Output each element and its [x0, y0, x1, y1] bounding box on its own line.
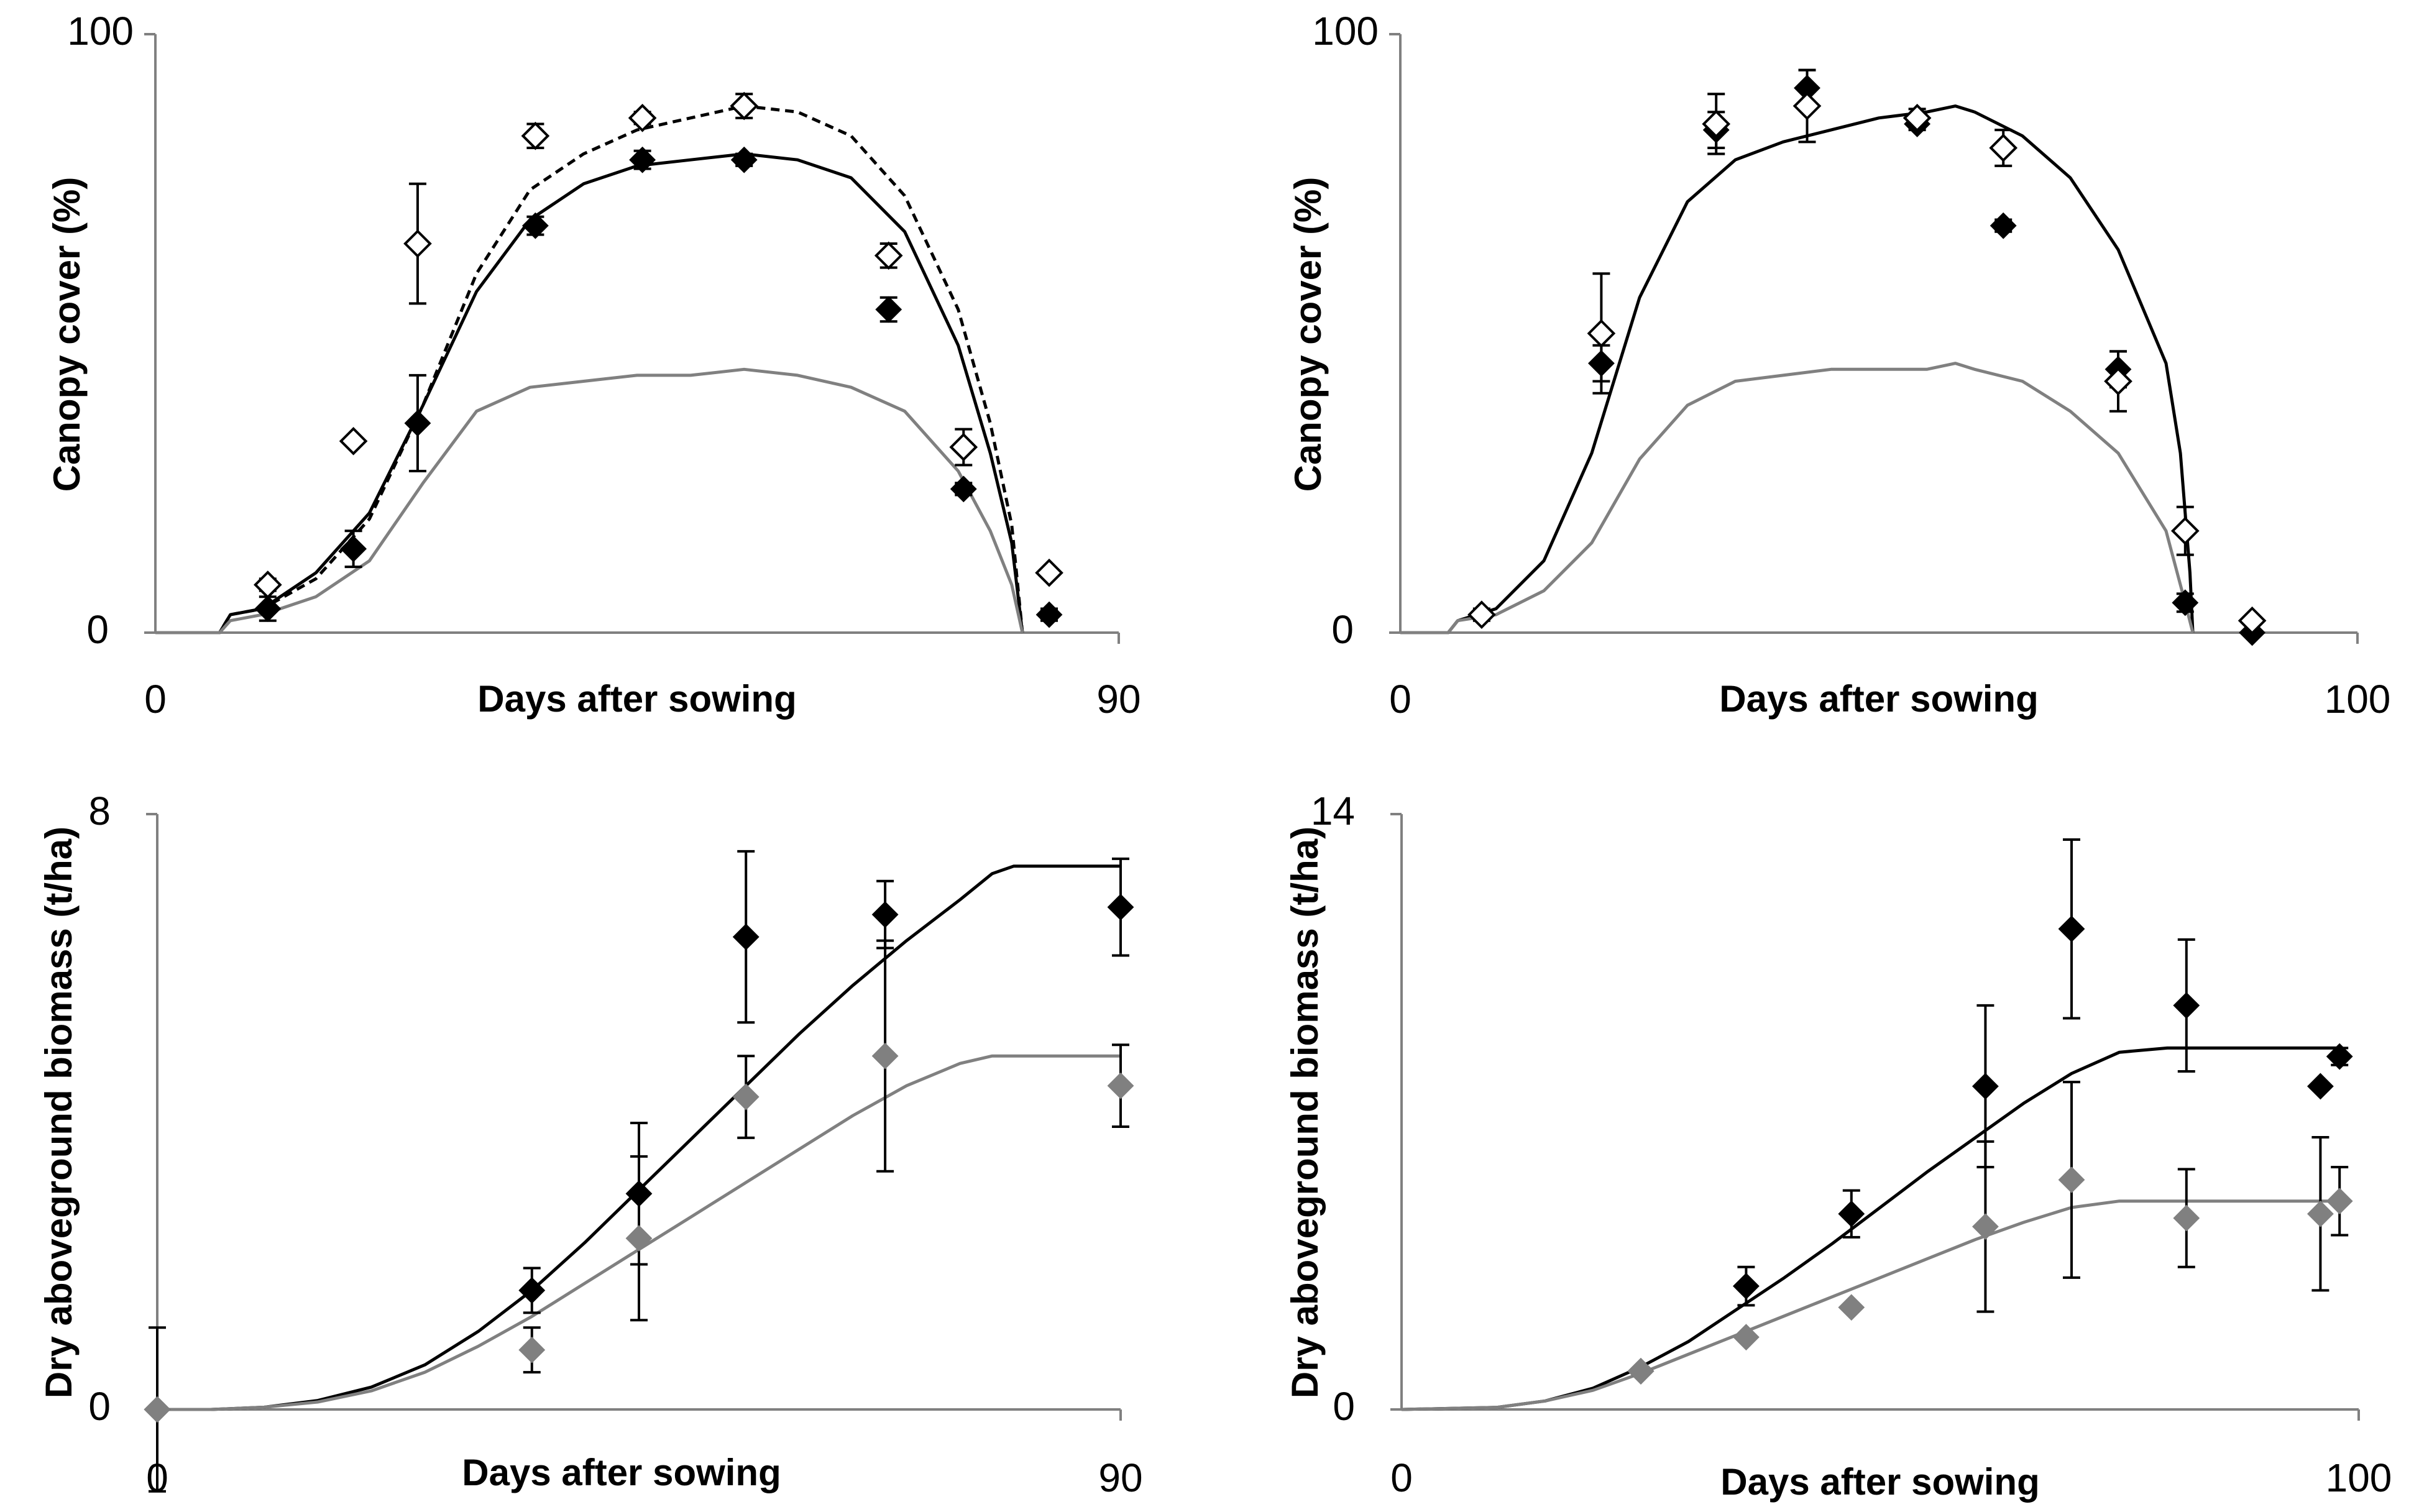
- observed-point-open: [1587, 319, 1616, 348]
- model-curve-2: [1400, 362, 2195, 635]
- observed-point-open: [254, 570, 282, 599]
- observed-point: [871, 1042, 899, 1070]
- observed-point-open: [2170, 516, 2200, 546]
- observed-point: [404, 410, 431, 437]
- y-axis-title: Canopy cover (%): [46, 177, 88, 492]
- observed-point: [2172, 589, 2199, 616]
- x-axis-title: Days after sowing: [1720, 1461, 2040, 1503]
- y-tick-label-max: 100: [1312, 9, 1379, 53]
- observed-point: [1732, 1324, 1760, 1351]
- observed-point: [2307, 1073, 2334, 1100]
- y-tick-label-min: 0: [88, 1384, 111, 1429]
- plot-marks: [1400, 68, 2267, 646]
- observed-point: [1107, 1072, 1134, 1099]
- observed-point-open: [874, 241, 903, 270]
- observed-point-open: [339, 427, 368, 456]
- x-tick-label-max: 90: [1098, 1455, 1142, 1500]
- y-tick-label-max: 14: [1311, 789, 1355, 833]
- observed-point: [2326, 1188, 2353, 1215]
- observed-point: [2058, 1166, 2085, 1193]
- x-tick-label-min: 0: [1390, 1455, 1413, 1500]
- y-tick-label-min: 0: [1331, 607, 1354, 652]
- observed-point: [1732, 1273, 1760, 1299]
- model-curve-1: [155, 152, 1024, 635]
- observed-point: [1627, 1358, 1655, 1385]
- observed-point-open: [403, 229, 432, 258]
- observed-point: [629, 146, 656, 173]
- observed-point: [2058, 915, 2085, 943]
- observed-point-open: [949, 433, 978, 462]
- canopy-cover-chart-right: 100 0 0 100 Days after sowing Canopy cov…: [1287, 9, 2390, 722]
- observed-point: [518, 1276, 546, 1304]
- y-axis-title: Dry aboveground biomass (t/ha): [38, 827, 80, 1398]
- observed-point-open: [1035, 558, 1063, 587]
- biomass-chart-right: 14 0 0 100 Days after sowing Dry abovegr…: [1284, 789, 2392, 1503]
- x-axis-title: Days after sowing: [477, 678, 797, 720]
- observed-point-open: [1792, 91, 1822, 121]
- y-tick-label-max: 8: [88, 789, 111, 833]
- model-curve-1: [1401, 1046, 2340, 1411]
- x-axis-title: Days after sowing: [462, 1452, 781, 1493]
- observed-point-open: [1702, 109, 1731, 139]
- observed-point: [871, 901, 899, 928]
- y-axis-title: Dry aboveground biomass (t/ha): [1284, 827, 1326, 1398]
- x-tick-label-max: 100: [2326, 1455, 2392, 1500]
- observed-point: [2326, 1043, 2353, 1070]
- observed-point: [730, 146, 758, 173]
- observed-point: [254, 595, 282, 622]
- observed-point: [1838, 1294, 1865, 1321]
- observed-point-open: [628, 103, 657, 132]
- observed-point: [875, 296, 902, 323]
- y-axis-title: Canopy cover (%): [1287, 177, 1329, 492]
- model-curve-2: [155, 104, 1024, 635]
- observed-point-open: [1989, 134, 2018, 162]
- canopy-cover-chart-left: 100 0 0 90 Days after sowing Canopy cove…: [46, 9, 1141, 722]
- observed-point: [521, 212, 549, 239]
- observed-point: [144, 1396, 171, 1423]
- observed-point: [732, 923, 760, 951]
- plot-marks: [155, 91, 1063, 635]
- observed-point: [950, 475, 977, 503]
- observed-point: [625, 1225, 653, 1252]
- observed-point: [1107, 894, 1134, 921]
- observed-point: [732, 1083, 760, 1111]
- observed-point: [1971, 1073, 1999, 1100]
- observed-point: [2173, 992, 2200, 1019]
- x-tick-label-min: 0: [1389, 677, 1411, 722]
- plot-marks: [1401, 838, 2353, 1411]
- observed-point: [1971, 1213, 1999, 1240]
- observed-point-open: [2238, 606, 2267, 635]
- model-curve-1: [1400, 104, 2195, 635]
- model-curve-1: [157, 864, 1121, 1411]
- x-axis-title: Days after sowing: [1719, 678, 2039, 720]
- observed-point: [1035, 601, 1063, 628]
- observed-point-open: [2104, 367, 2132, 396]
- x-tick-label-max: 90: [1096, 677, 1141, 722]
- observed-point: [2307, 1200, 2334, 1227]
- model-curve-2: [1401, 1199, 2340, 1411]
- observed-point-open: [730, 91, 759, 121]
- observed-point: [1838, 1200, 1865, 1227]
- y-tick-label-min: 0: [86, 607, 109, 652]
- biomass-chart-left: 8 0 0 90 Days after sowing Dry abovegrou…: [38, 789, 1143, 1500]
- observed-point-open: [521, 121, 550, 150]
- model-curve-2: [157, 1054, 1121, 1411]
- observed-point-open: [1467, 600, 1496, 629]
- observed-point: [340, 535, 367, 562]
- x-tick-label-min: 0: [144, 677, 167, 722]
- x-tick-label-max: 100: [2325, 677, 2391, 722]
- y-tick-label-min: 0: [1333, 1384, 1355, 1429]
- observed-point: [518, 1336, 546, 1363]
- observed-point: [2173, 1204, 2200, 1232]
- plot-marks: [144, 850, 1134, 1493]
- y-tick-label-max: 100: [67, 9, 134, 53]
- observed-point: [1990, 212, 2017, 239]
- observed-point-open: [1903, 103, 1932, 132]
